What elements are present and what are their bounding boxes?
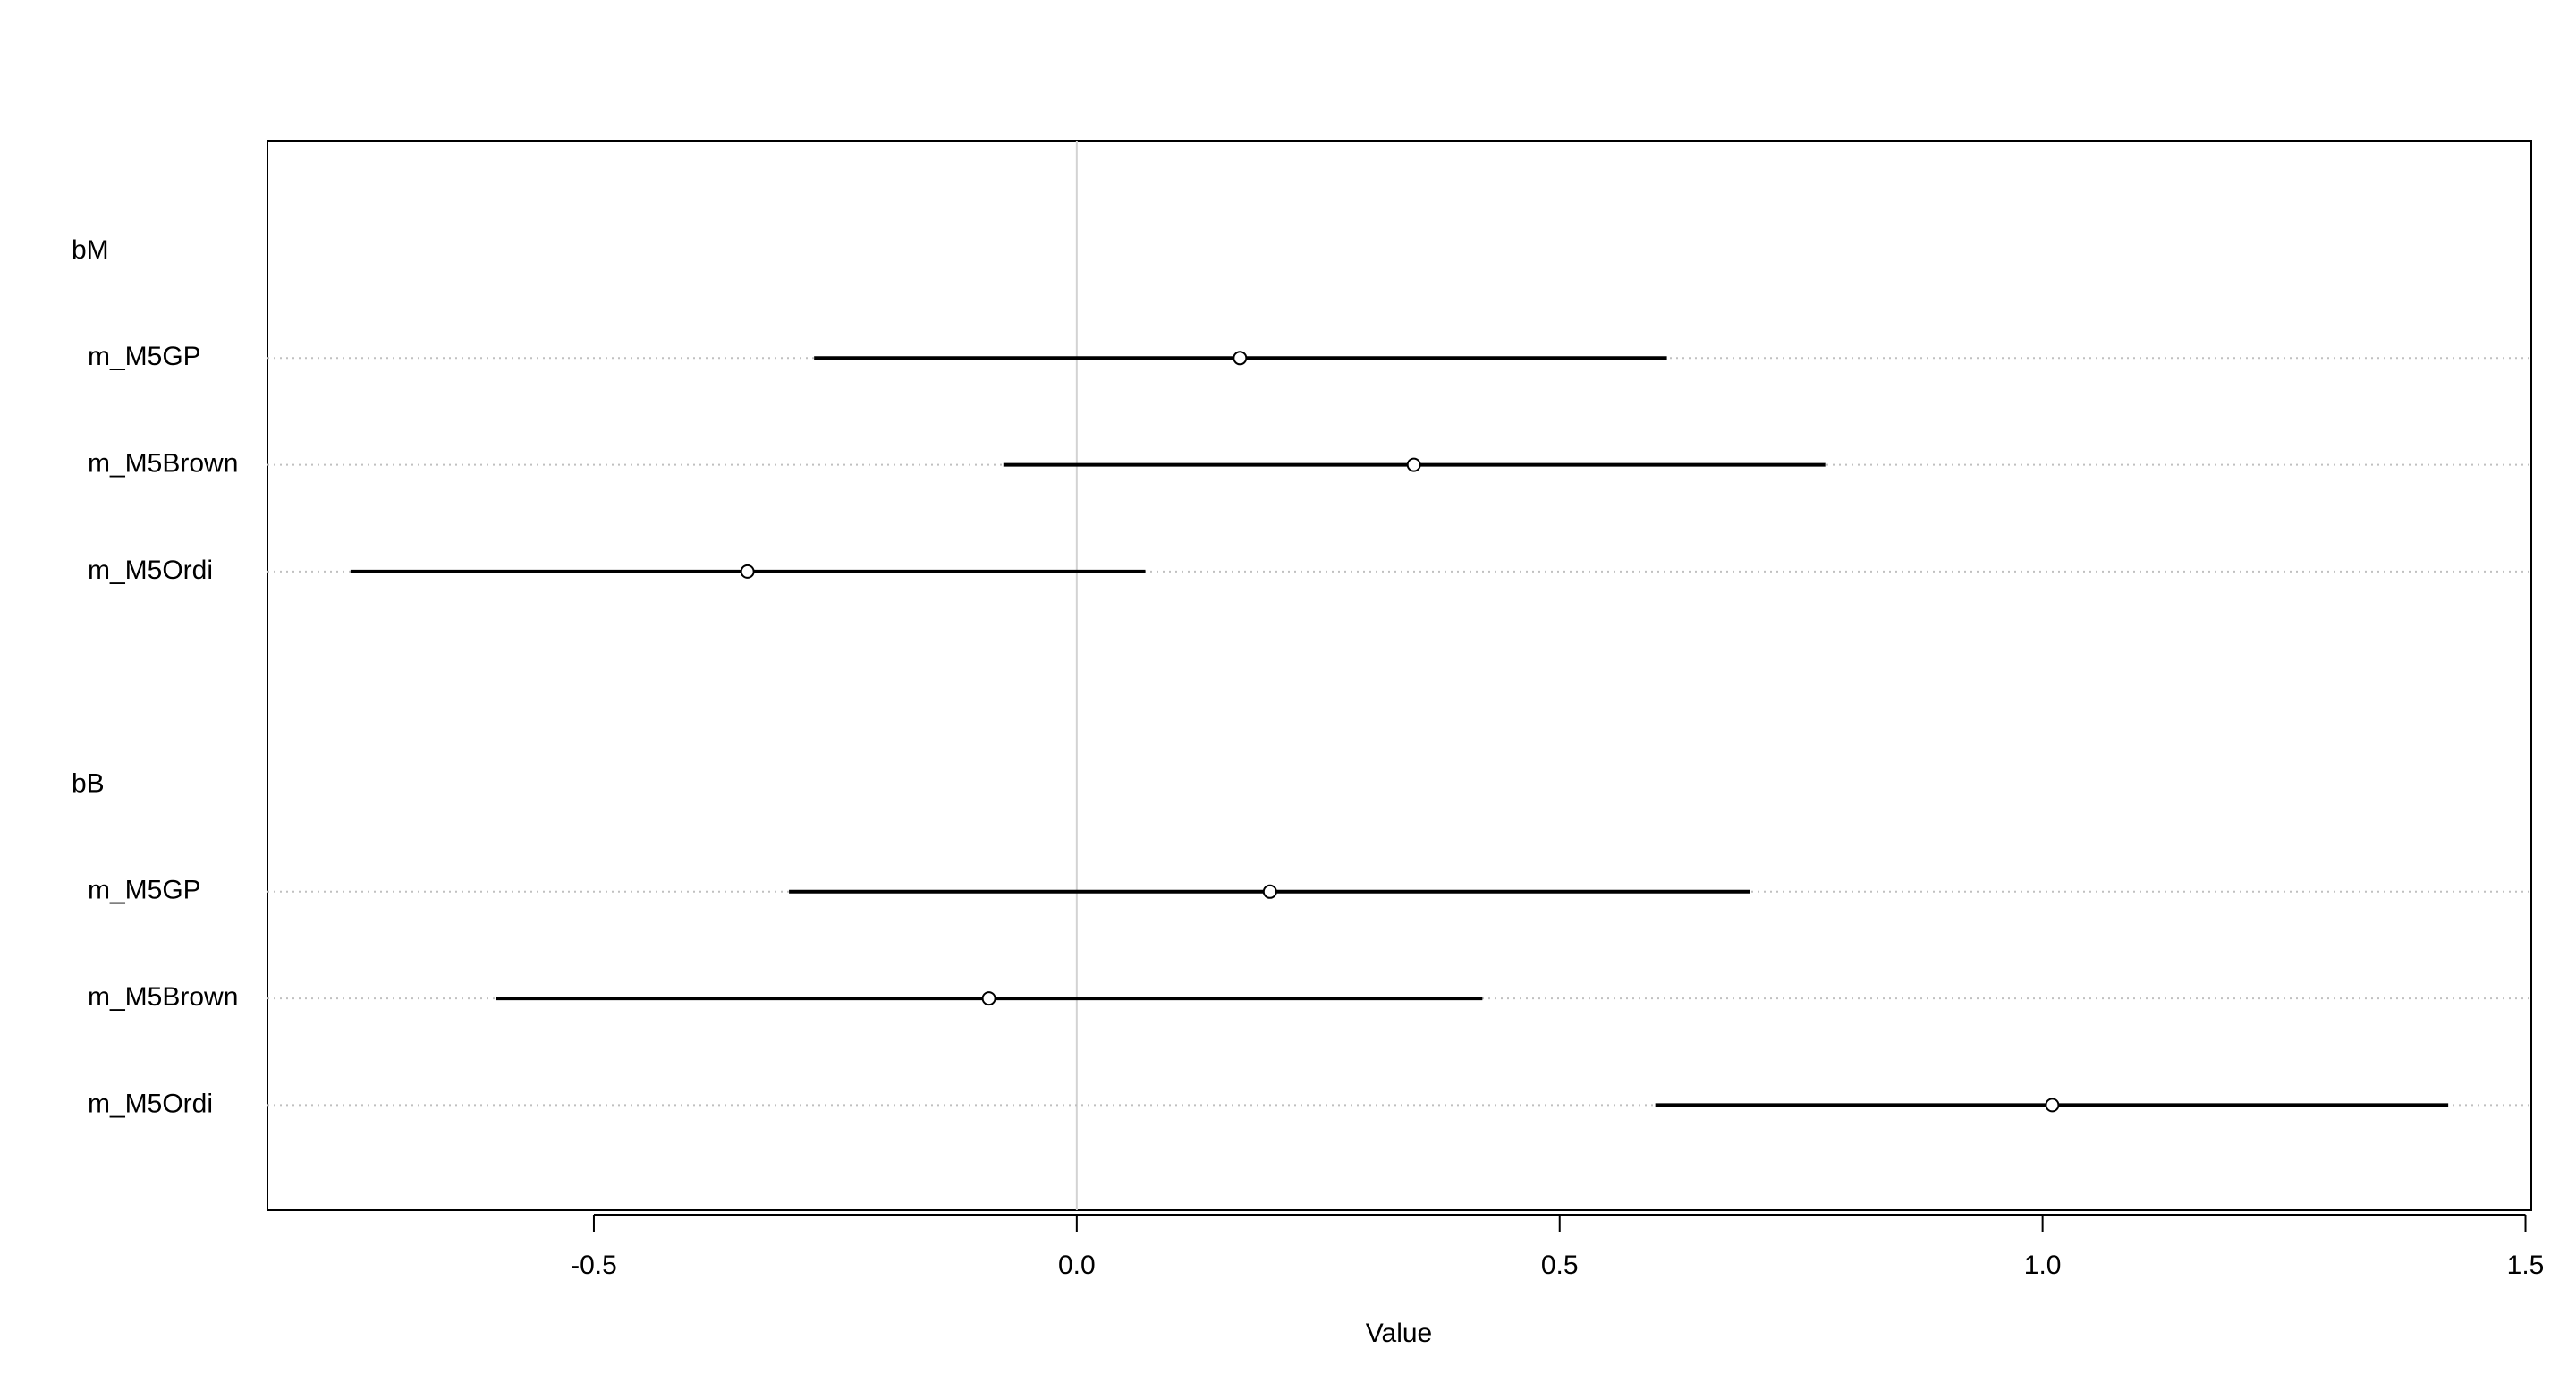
row-label: m_M5Brown bbox=[88, 982, 238, 1012]
point bbox=[1233, 351, 1248, 366]
row-label: m_M5Ordi bbox=[88, 556, 213, 585]
point bbox=[740, 564, 755, 579]
x-axis-label: Value bbox=[1366, 1319, 1433, 1348]
x-tick-label: 1.5 bbox=[2507, 1251, 2545, 1280]
point bbox=[2045, 1098, 2060, 1113]
x-tick-label: 0.0 bbox=[1058, 1251, 1096, 1280]
plot-frame bbox=[267, 140, 2532, 1211]
row-label: m_M5GP bbox=[88, 342, 201, 371]
x-tick-label: -0.5 bbox=[571, 1251, 617, 1280]
group-label: bB bbox=[72, 768, 105, 798]
group-label: bM bbox=[72, 235, 109, 265]
point bbox=[981, 991, 996, 1006]
point bbox=[1406, 457, 1421, 472]
x-tick-label: 0.5 bbox=[1541, 1251, 1579, 1280]
row-label: m_M5Brown bbox=[88, 449, 238, 479]
point bbox=[1262, 884, 1277, 899]
row-label: m_M5Ordi bbox=[88, 1089, 213, 1118]
row-label: m_M5GP bbox=[88, 876, 201, 905]
x-tick-label: 1.0 bbox=[2024, 1251, 2062, 1280]
